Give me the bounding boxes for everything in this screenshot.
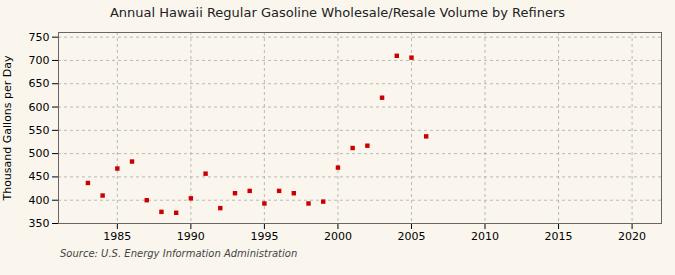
svg-text:1995: 1995 [250, 230, 278, 243]
svg-text:600: 600 [29, 101, 50, 114]
svg-text:500: 500 [29, 147, 50, 160]
svg-text:650: 650 [29, 77, 50, 90]
html-text:Source: U.S. Energy Informatio: Source: U.S. Energy Information Administ… [60, 248, 298, 259]
svg-text:1990: 1990 [177, 230, 205, 243]
svg-text:400: 400 [29, 194, 50, 207]
svg-text:2005: 2005 [397, 230, 425, 243]
svg-text:2015: 2015 [545, 230, 573, 243]
svg-text:Thousand Gallons per Day: Thousand Gallons per Day [1, 55, 14, 202]
svg-text:450: 450 [29, 170, 50, 183]
svg-text:1985: 1985 [103, 230, 131, 243]
svg-text:2010: 2010 [471, 230, 499, 243]
svg-text:2020: 2020 [618, 230, 646, 243]
html-text:Annual Hawaii Regular Gasoline: Annual Hawaii Regular Gasoline Wholesale… [109, 5, 566, 20]
svg-text:750: 750 [29, 31, 50, 44]
svg-text:2000: 2000 [324, 230, 352, 243]
svg-text:350: 350 [29, 217, 50, 230]
svg-text:700: 700 [29, 54, 50, 67]
svg-text:550: 550 [29, 124, 50, 137]
